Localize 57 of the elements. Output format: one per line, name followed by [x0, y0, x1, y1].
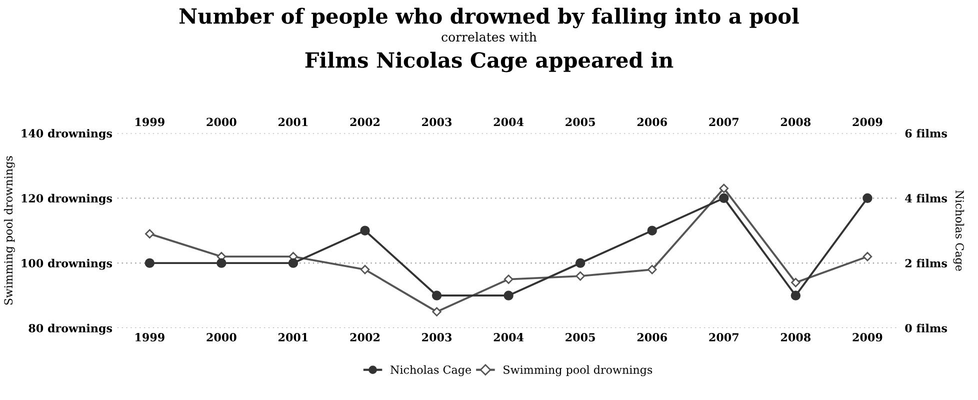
y2-tick-label: 2 films — [905, 258, 947, 268]
x2-tick-label: 2000 — [206, 118, 236, 126]
point — [144, 258, 155, 268]
x-tick-label: 2005 — [566, 333, 595, 342]
y-tick-label: 120 drownings — [22, 194, 112, 205]
point — [145, 229, 154, 238]
y2-tick-label: 4 films — [905, 194, 947, 203]
legend-label: Nicholas Cage — [390, 365, 472, 376]
y2-axis-title: Nicholas Cage — [953, 190, 964, 271]
point — [432, 307, 442, 316]
x2-tick-label: 2009 — [852, 118, 882, 126]
y-tick-label: 140 drownings — [22, 128, 112, 140]
x-tick-label: 2006 — [637, 333, 667, 342]
point — [647, 264, 657, 274]
x-tick-label: 2003 — [422, 333, 452, 342]
point — [719, 184, 729, 194]
x-tick-label: 2001 — [278, 333, 308, 342]
y-axis-title: Swimming pool drownings — [4, 156, 15, 305]
text: Films Nicolas Cage appeared in — [305, 52, 674, 72]
y-tick-label: 80 drownings — [28, 324, 112, 335]
point — [288, 258, 298, 268]
x2-tick-label: 1999 — [136, 118, 164, 126]
x-tick-label: 2002 — [350, 333, 380, 342]
point — [576, 271, 585, 281]
x2-tick-label: 2001 — [278, 118, 308, 126]
point — [216, 258, 226, 268]
point — [862, 252, 872, 262]
y-tick-label: 100 drownings — [22, 258, 112, 270]
point — [575, 258, 586, 268]
x2-tick-label: 2002 — [350, 118, 380, 126]
x2-tick-label: 2007 — [709, 118, 738, 126]
chart-subtitle: correlates with — [442, 32, 537, 42]
legend-label: Swimming pool drownings — [504, 365, 652, 376]
point — [432, 290, 442, 300]
x-tick-label: 1999 — [136, 333, 164, 342]
point — [360, 264, 370, 274]
x-tick-label: 2008 — [780, 333, 811, 342]
x-tick-label: 2004 — [494, 333, 524, 342]
point — [504, 274, 514, 284]
y2-tick-label: 6 films — [905, 128, 947, 138]
point — [504, 290, 514, 300]
point — [647, 226, 657, 236]
x-tick-label: 2009 — [852, 333, 882, 342]
point — [790, 290, 801, 300]
point — [862, 193, 872, 203]
x2-tick-label: 2003 — [422, 118, 452, 126]
chart-title: Number of people who drowned by falling into a pool — [179, 8, 799, 28]
x2-tick-label: 2006 — [637, 118, 667, 126]
x2-tick-label: 2008 — [780, 118, 811, 126]
point — [719, 193, 729, 203]
x-tick-label: 2000 — [206, 333, 236, 342]
x2-tick-label: 2004 — [494, 118, 524, 126]
point — [791, 278, 800, 288]
x2-tick-label: 2005 — [566, 118, 595, 126]
x-tick-label: 2007 — [709, 333, 738, 342]
point — [360, 226, 370, 236]
y2-tick-label: 0 films — [905, 324, 947, 332]
